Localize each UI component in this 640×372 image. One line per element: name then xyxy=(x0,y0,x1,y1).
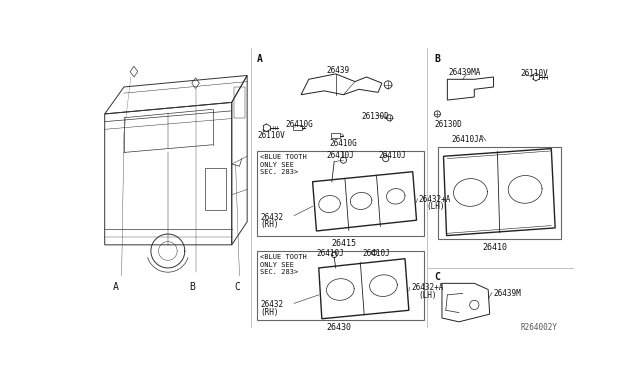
Text: 26410J: 26410J xyxy=(378,151,406,160)
Text: 26432: 26432 xyxy=(260,212,284,221)
Text: 26432+A: 26432+A xyxy=(411,283,444,292)
Text: 26410JA: 26410JA xyxy=(451,135,484,144)
Text: 26432: 26432 xyxy=(260,300,284,309)
Bar xyxy=(257,251,424,320)
Text: 26432+A: 26432+A xyxy=(419,195,451,204)
Text: 26430: 26430 xyxy=(326,323,351,332)
Text: 26410J: 26410J xyxy=(316,249,344,258)
Text: (RH): (RH) xyxy=(260,308,279,317)
Text: 26410G: 26410G xyxy=(285,120,314,129)
Text: 26110V: 26110V xyxy=(520,69,548,78)
Text: 26410J: 26410J xyxy=(363,249,390,258)
Text: C: C xyxy=(435,272,440,282)
Text: 26410J: 26410J xyxy=(326,151,354,160)
Text: ONLY SEE: ONLY SEE xyxy=(260,162,294,168)
Text: 26110V: 26110V xyxy=(257,131,285,140)
Text: (LH): (LH) xyxy=(427,202,445,212)
Bar xyxy=(331,133,340,138)
Text: B: B xyxy=(435,54,440,64)
Text: 26439: 26439 xyxy=(326,66,349,75)
Text: <BLUE TOOTH: <BLUE TOOTH xyxy=(260,154,307,160)
Text: 26439M: 26439M xyxy=(493,289,522,298)
Bar xyxy=(292,125,302,130)
Text: A: A xyxy=(113,282,118,292)
Text: A: A xyxy=(257,54,263,64)
Text: 26410G: 26410G xyxy=(330,140,357,148)
Text: (LH): (LH) xyxy=(419,291,437,300)
Text: ONLY SEE: ONLY SEE xyxy=(260,262,294,268)
Bar xyxy=(205,168,227,210)
Text: 26410: 26410 xyxy=(482,243,507,252)
Text: R264002Y: R264002Y xyxy=(520,323,557,332)
Bar xyxy=(257,151,424,235)
Text: SEC. 283>: SEC. 283> xyxy=(260,169,298,175)
Text: SEC. 283>: SEC. 283> xyxy=(260,269,298,276)
Bar xyxy=(234,87,245,118)
Text: (RH): (RH) xyxy=(260,220,279,229)
Bar xyxy=(438,147,561,240)
Text: 26130D: 26130D xyxy=(361,112,389,121)
Text: C: C xyxy=(234,282,240,292)
Text: 26439MA: 26439MA xyxy=(448,68,481,77)
Text: <BLUE TOOTH: <BLUE TOOTH xyxy=(260,254,307,260)
Text: 26415: 26415 xyxy=(332,239,357,248)
Text: B: B xyxy=(189,282,195,292)
Text: 26130D: 26130D xyxy=(435,120,462,129)
